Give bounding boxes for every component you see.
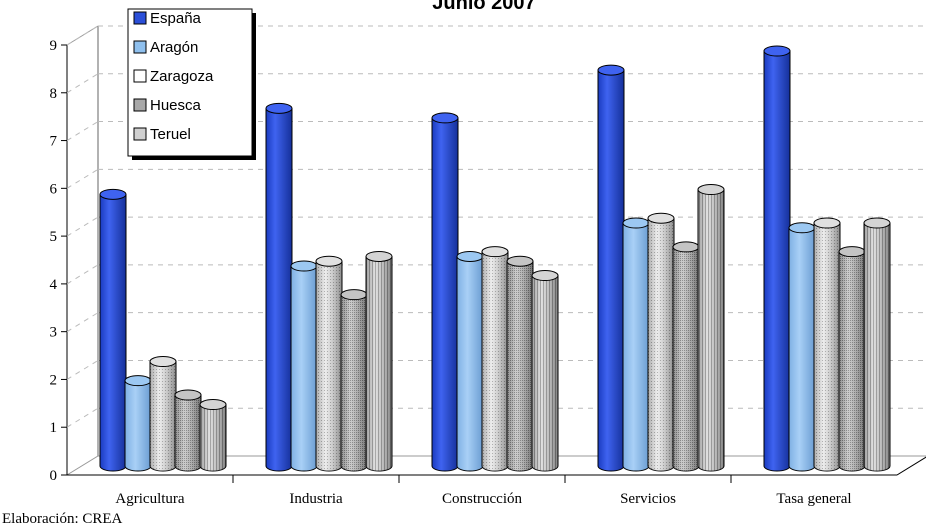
x-axis-depth-line	[896, 456, 926, 476]
x-tick-label: Construcción	[442, 491, 522, 507]
x-tick-label: Agricultura	[115, 491, 184, 507]
legend-item: Zaragoza	[133, 68, 214, 85]
bar	[672, 241, 700, 472]
bar	[481, 246, 509, 472]
bar	[431, 112, 459, 472]
bar	[265, 102, 293, 472]
y-tick-label: 4	[50, 277, 58, 293]
y-axis-ticks: 0 1 2 3 4 5 6 7 8 9	[50, 38, 67, 484]
bar	[174, 389, 202, 472]
bars	[99, 45, 891, 472]
x-tick-label: Servicios	[620, 491, 676, 507]
y-tick-label: 7	[50, 134, 58, 150]
y-tick-label: 6	[50, 181, 58, 197]
legend-label: Teruel	[150, 126, 191, 143]
bar	[838, 246, 866, 472]
legend-swatch	[133, 127, 147, 141]
bar	[99, 188, 127, 472]
legend-item: Huesca	[133, 97, 202, 114]
legend-box	[127, 8, 253, 157]
bar	[149, 356, 177, 472]
legend-swatch	[133, 40, 147, 54]
bar	[647, 212, 675, 472]
bar	[813, 217, 841, 472]
bar	[697, 184, 725, 472]
bar	[506, 255, 534, 472]
legend-item: España	[133, 10, 202, 27]
bar	[315, 255, 343, 472]
bar	[597, 64, 625, 472]
legend-label: Aragón	[150, 39, 198, 56]
y-tick-label: 5	[50, 229, 58, 245]
gridline-side	[66, 216, 99, 237]
gridline-side	[66, 312, 99, 333]
bar	[365, 250, 393, 472]
y-tick-label: 8	[50, 86, 58, 102]
bar	[456, 250, 484, 472]
gridline-side	[66, 121, 99, 141]
gridline-side	[66, 73, 99, 94]
y-tick-label: 9	[50, 38, 58, 54]
legend: España Aragón Zaragoza Huesca Teruel	[127, 8, 256, 160]
footnote: Elaboración: CREA	[2, 511, 123, 527]
legend-item: Aragón	[133, 39, 198, 56]
bar	[290, 260, 318, 472]
legend-swatch	[133, 98, 147, 112]
bar	[788, 222, 816, 472]
legend-label: Zaragoza	[150, 68, 214, 85]
legend-swatch	[133, 11, 147, 25]
gridline-side	[66, 168, 99, 189]
bar	[863, 217, 891, 472]
legend-label: España	[150, 10, 202, 27]
legend-label: Huesca	[150, 97, 202, 114]
bar	[531, 270, 559, 472]
gridline-side	[66, 407, 99, 428]
legend-item: Teruel	[133, 126, 191, 143]
gridline-side	[66, 264, 99, 285]
gridline-side	[66, 360, 99, 380]
y-tick-label: 2	[50, 372, 58, 388]
bar	[763, 45, 791, 472]
gridline-side	[66, 25, 99, 46]
y-tick-label: 1	[50, 420, 58, 436]
bar	[124, 375, 152, 472]
chart-title: Junio 2007	[432, 0, 535, 14]
bar	[199, 399, 227, 472]
y-tick-label: 0	[50, 468, 58, 484]
x-axis-ticks: Agricultura Industria Construcción Servicio…	[115, 475, 852, 507]
bar	[622, 217, 650, 472]
y-tick-label: 3	[50, 325, 58, 341]
bar	[340, 289, 368, 472]
x-tick-label: Tasa general	[776, 491, 851, 507]
legend-swatch	[133, 69, 147, 83]
x-tick-label: Industria	[289, 491, 343, 507]
